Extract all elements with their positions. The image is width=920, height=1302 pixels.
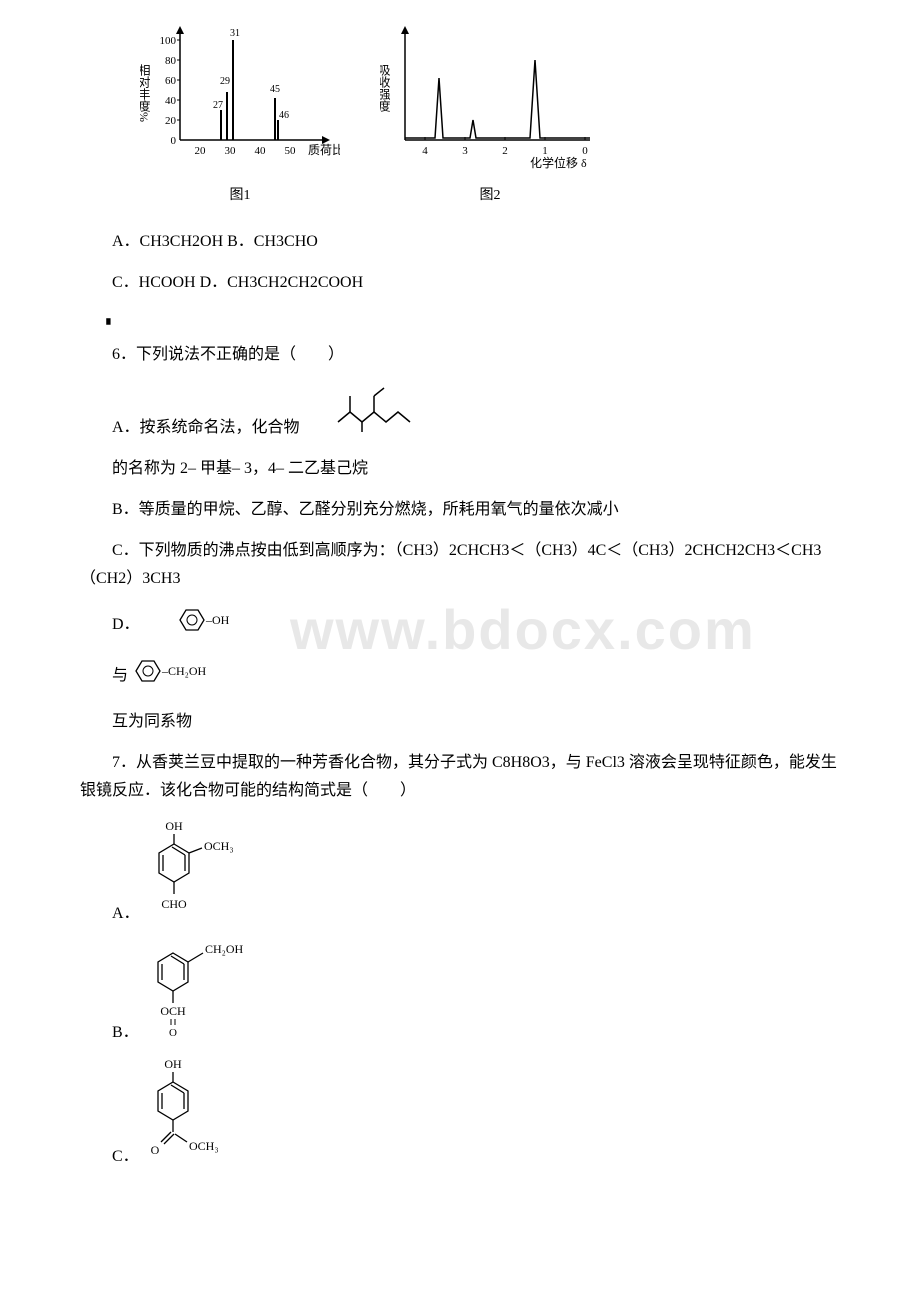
chart1-xtick-0: 20 bbox=[195, 145, 207, 157]
chart1-ytick-0: 0 bbox=[171, 135, 177, 147]
q7a-och3: OCH₃ bbox=[204, 839, 234, 853]
chart1-peak-45: 45 bbox=[270, 84, 280, 95]
chart1-ylabel: 相对丰度% bbox=[140, 64, 151, 122]
chart-nmr: 4 3 2 1 0 化学位移 δ 吸收强度 图2 bbox=[380, 20, 600, 208]
chart1-peak-31: 31 bbox=[230, 28, 240, 39]
q7-opt-a-letter: A． bbox=[112, 900, 140, 929]
phenol-oh-label: –OH bbox=[205, 613, 230, 627]
structure-branched-alkane-icon bbox=[300, 382, 412, 443]
q6-opt-a-line1: A．按系统命名法，化合物 bbox=[80, 382, 840, 443]
q7-opt-c: C． OH O OCH₃ bbox=[112, 1056, 840, 1172]
chart2-xtick-2: 2 bbox=[502, 145, 508, 157]
q6-opt-a-prefix: A．按系统命名法，化合物 bbox=[80, 414, 300, 443]
q5-options-row1: A．CH3CH2OH B．CH3CHO bbox=[80, 228, 840, 257]
chart2-xtick-0: 4 bbox=[422, 145, 428, 157]
q6-opt-d-line2: 与 –CH₂OH bbox=[112, 657, 840, 696]
q5-opt-c: C．HCOOH bbox=[112, 274, 196, 291]
q7-opt-b: B． CH₂OH OCH O bbox=[112, 937, 840, 1048]
chart1-xtick-3: 50 bbox=[285, 145, 297, 157]
chart2-xtick-1: 3 bbox=[462, 145, 468, 157]
chart1-ytick-4: 80 bbox=[165, 55, 177, 67]
chart1-ytick-1: 20 bbox=[165, 115, 177, 127]
q7-structure-b-icon: CH₂OH OCH O bbox=[143, 937, 273, 1048]
chart1-xlabel: 质荷比 bbox=[308, 143, 340, 157]
q7a-cho: CHO bbox=[161, 897, 187, 911]
chart1-peak-29: 29 bbox=[220, 76, 230, 87]
q7b-o: O bbox=[169, 1027, 177, 1037]
q7-opt-b-letter: B． bbox=[112, 1019, 139, 1048]
benzyl-alcohol-structure-icon: –CH₂OH bbox=[128, 657, 238, 696]
q7-stem: 7．从香荚兰豆中提取的一种芳香化合物，其分子式为 C8H8O3，与 FeCl3 … bbox=[80, 749, 840, 807]
q5-options-row2: C．HCOOH D．CH3CH2CH2COOH bbox=[80, 269, 840, 298]
chart2-xlabel: 化学位移 δ bbox=[530, 155, 587, 170]
q7b-och: OCH bbox=[160, 1004, 186, 1018]
phenol-structure-icon: –OH bbox=[140, 606, 252, 645]
q7c-oh: OH bbox=[164, 1057, 182, 1071]
q6-opt-d-prefix: D． bbox=[80, 611, 140, 640]
chart1-caption: 图1 bbox=[140, 183, 340, 208]
q6-opt-d-line3: 互为同系物 bbox=[80, 708, 840, 737]
divider-dash: ▗ bbox=[102, 310, 840, 330]
chart2-caption: 图2 bbox=[380, 183, 600, 208]
q6-stem: 6．下列说法不正确的是（ ） bbox=[80, 341, 840, 370]
q6-opt-d-mid: 与 bbox=[112, 662, 128, 691]
q7-structure-c-icon: OH O OCH₃ bbox=[143, 1056, 253, 1172]
q7c-o: O bbox=[150, 1143, 159, 1157]
chart1-xtick-1: 30 bbox=[225, 145, 237, 157]
charts-row: 0 20 40 60 80 100 20 30 40 50 bbox=[140, 20, 840, 208]
q7c-och3: OCH₃ bbox=[189, 1139, 219, 1153]
chart1-xtick-2: 40 bbox=[255, 145, 267, 157]
q6-opt-b: B．等质量的甲烷、乙醇、乙醛分别充分燃烧，所耗用氧气的量依次减小 bbox=[80, 496, 840, 525]
chart1-ytick-5: 100 bbox=[160, 35, 177, 47]
q7-structure-a-icon: OH OCH₃ CHO bbox=[144, 818, 254, 929]
chart1-ytick-2: 40 bbox=[165, 95, 177, 107]
q7b-ch2oh: CH₂OH bbox=[205, 942, 244, 956]
chart1-ytick-3: 60 bbox=[165, 75, 177, 87]
chart2-ylabel: 吸收强度 bbox=[380, 64, 391, 112]
q5-opt-b: B．CH3CHO bbox=[227, 233, 318, 250]
q5-opt-d: D．CH3CH2CH2COOH bbox=[200, 274, 364, 291]
q6-opt-c: C．下列物质的沸点按由低到高顺序为：（CH3）2CHCH3＜（CH3）4C＜（C… bbox=[80, 537, 840, 595]
chart1-peak-46: 46 bbox=[279, 110, 289, 121]
benzyl-ch2oh-label: –CH₂OH bbox=[161, 664, 207, 678]
q6-opt-a-line2: 的名称为 2– 甲基– 3，4– 二乙基己烷 bbox=[80, 455, 840, 484]
chart-mass-spectrum: 0 20 40 60 80 100 20 30 40 50 bbox=[140, 20, 340, 208]
q5-opt-a: A．CH3CH2OH bbox=[112, 233, 223, 250]
q6-opt-d-line1: D． –OH bbox=[80, 606, 840, 645]
q7a-oh: OH bbox=[165, 819, 183, 833]
chart1-peak-27: 27 bbox=[213, 100, 223, 111]
q7-opt-c-letter: C． bbox=[112, 1143, 139, 1172]
q7-opt-a: A． OH OCH₃ CHO bbox=[112, 818, 840, 929]
